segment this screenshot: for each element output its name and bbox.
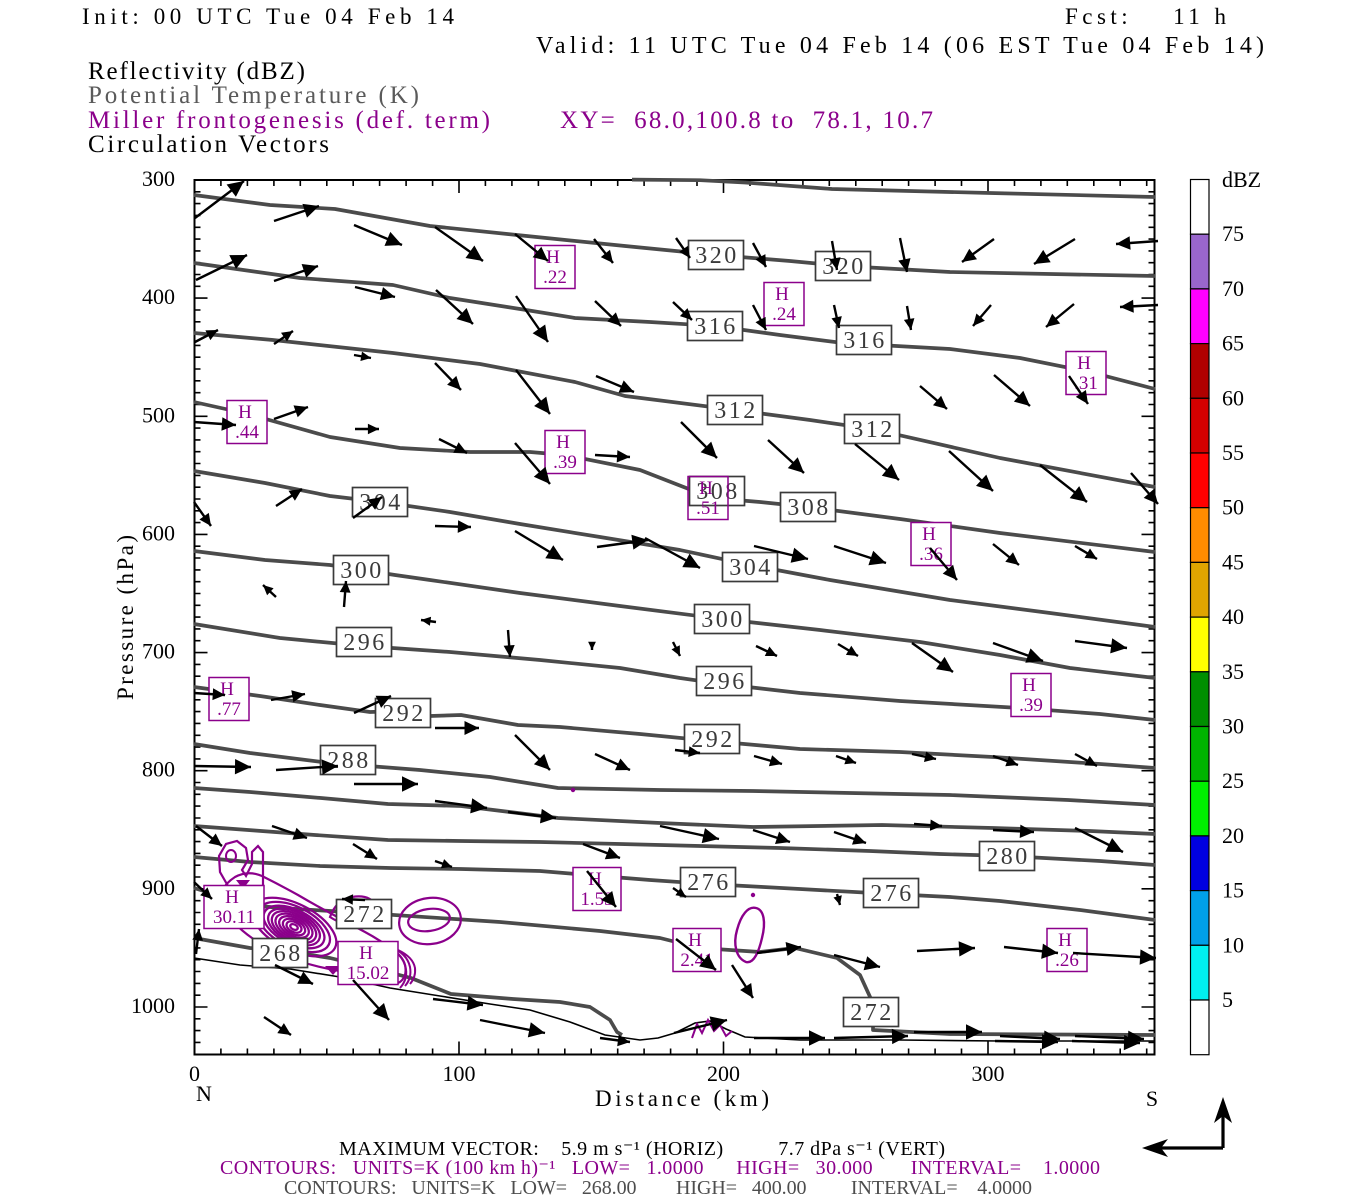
svg-text:0: 0 [189, 1061, 200, 1086]
svg-text:10: 10 [1222, 932, 1244, 957]
svg-text:500: 500 [142, 402, 175, 427]
svg-text:CONTOURS: UNITS=K (100 km h): CONTOURS: UNITS=K (100 km h)⁻¹ LOW= 1.00… [220, 1157, 1100, 1179]
svg-text:800: 800 [142, 757, 175, 782]
svg-text:316: 316 [694, 314, 738, 340]
svg-text:S: S [1146, 1086, 1158, 1111]
svg-text:XY= 68.0,100.8 to 78.1, 10.7: XY= 68.0,100.8 to 78.1, 10.7 [560, 107, 933, 134]
svg-text:300: 300 [972, 1061, 1005, 1086]
svg-text:.44: .44 [235, 422, 259, 443]
svg-text:H: H [688, 930, 702, 951]
svg-text:300: 300 [340, 558, 384, 584]
svg-text:Pressure (hPa): Pressure (hPa) [113, 535, 138, 700]
svg-text:Fcst: 11 h: Fcst: 11 h [1065, 4, 1227, 29]
svg-text:276: 276 [687, 870, 731, 896]
svg-text:1000: 1000 [131, 993, 175, 1018]
svg-text:Potential Temperature (K): Potential Temperature (K) [88, 82, 419, 109]
svg-text:Circulation Vectors: Circulation Vectors [88, 131, 329, 158]
svg-text:65: 65 [1222, 331, 1244, 356]
svg-text:.77: .77 [217, 699, 241, 720]
svg-text:280: 280 [986, 844, 1030, 870]
svg-text:75: 75 [1222, 221, 1244, 246]
svg-text:60: 60 [1222, 385, 1244, 410]
svg-text:316: 316 [843, 328, 887, 354]
svg-text:300: 300 [142, 166, 175, 191]
svg-text:Init: 00 UTC Tue 04 Feb 14: Init: 00 UTC Tue 04 Feb 14 [82, 4, 455, 29]
svg-text:276: 276 [870, 881, 914, 907]
svg-text:H: H [556, 432, 570, 453]
svg-text:15.02: 15.02 [347, 963, 390, 984]
svg-text:30.11: 30.11 [213, 907, 255, 928]
svg-text:.39: .39 [1019, 695, 1043, 716]
svg-text:5: 5 [1222, 987, 1233, 1012]
svg-text:N: N [196, 1081, 212, 1106]
svg-text:H: H [1022, 675, 1036, 696]
svg-text:H: H [220, 679, 234, 700]
svg-text:288: 288 [327, 748, 371, 774]
svg-text:Miller frontogenesis (def. ter: Miller frontogenesis (def. term) [88, 107, 490, 134]
svg-text:25: 25 [1222, 768, 1244, 793]
svg-text:296: 296 [343, 630, 387, 656]
svg-text:200: 200 [707, 1061, 740, 1086]
svg-text:304: 304 [359, 490, 403, 516]
svg-text:100: 100 [443, 1061, 476, 1086]
svg-text:.31: .31 [1074, 373, 1098, 394]
svg-text:Reflectivity (dBZ): Reflectivity (dBZ) [88, 58, 305, 85]
svg-text:CONTOURS: UNITS=K LOW= 2: CONTOURS: UNITS=K LOW= 268.00 HIGH= 400.… [284, 1177, 1032, 1199]
svg-text:312: 312 [714, 398, 758, 424]
svg-text:50: 50 [1222, 495, 1244, 520]
svg-text:320: 320 [695, 243, 739, 269]
svg-text:.26: .26 [1055, 950, 1079, 971]
svg-text:H: H [922, 524, 936, 545]
svg-text:.24: .24 [772, 304, 796, 325]
svg-text:40: 40 [1222, 604, 1244, 629]
svg-text:300: 300 [701, 607, 745, 633]
svg-text:.39: .39 [553, 452, 577, 473]
svg-text:304: 304 [729, 555, 773, 581]
svg-text:.22: .22 [543, 267, 567, 288]
svg-text:H: H [775, 284, 789, 305]
svg-text:400: 400 [142, 284, 175, 309]
svg-text:30: 30 [1222, 714, 1244, 739]
svg-text:700: 700 [142, 639, 175, 664]
svg-text:900: 900 [142, 875, 175, 900]
svg-text:296: 296 [703, 669, 747, 695]
svg-text:70: 70 [1222, 276, 1244, 301]
svg-text:dBZ: dBZ [1222, 167, 1261, 192]
svg-text:H: H [1058, 930, 1072, 951]
svg-text:H: H [546, 247, 560, 268]
svg-text:H: H [225, 887, 239, 908]
svg-text:MAXIMUM VECTOR: 5.9 m s⁻¹ (: MAXIMUM VECTOR: 5.9 m s⁻¹ (HORIZ) 7.7 dP… [339, 1138, 945, 1160]
svg-text:55: 55 [1222, 440, 1244, 465]
svg-text:308: 308 [787, 495, 831, 521]
svg-text:.36: .36 [919, 544, 943, 565]
svg-text:.51: .51 [696, 498, 720, 519]
svg-text:Valid: 11 UTC Tue 04 Feb 14 (0: Valid: 11 UTC Tue 04 Feb 14 (06 EST Tue … [536, 33, 1264, 59]
svg-text:H: H [699, 478, 713, 499]
svg-text:320: 320 [822, 254, 866, 280]
svg-text:H: H [1077, 353, 1091, 374]
svg-text:35: 35 [1222, 659, 1244, 684]
svg-text:600: 600 [142, 520, 175, 545]
svg-text:Distance (km): Distance (km) [595, 1086, 769, 1111]
svg-text:308: 308 [696, 479, 740, 505]
svg-text:20: 20 [1222, 823, 1244, 848]
svg-text:292: 292 [691, 727, 735, 753]
svg-text:312: 312 [851, 417, 895, 443]
svg-text:15: 15 [1222, 878, 1244, 903]
svg-text:45: 45 [1222, 549, 1244, 574]
svg-text:H: H [359, 943, 373, 964]
svg-text:H: H [238, 402, 252, 423]
svg-text:272: 272 [343, 902, 387, 928]
svg-text:292: 292 [382, 701, 426, 727]
svg-text:272: 272 [850, 1000, 894, 1026]
svg-text:268: 268 [259, 941, 303, 967]
